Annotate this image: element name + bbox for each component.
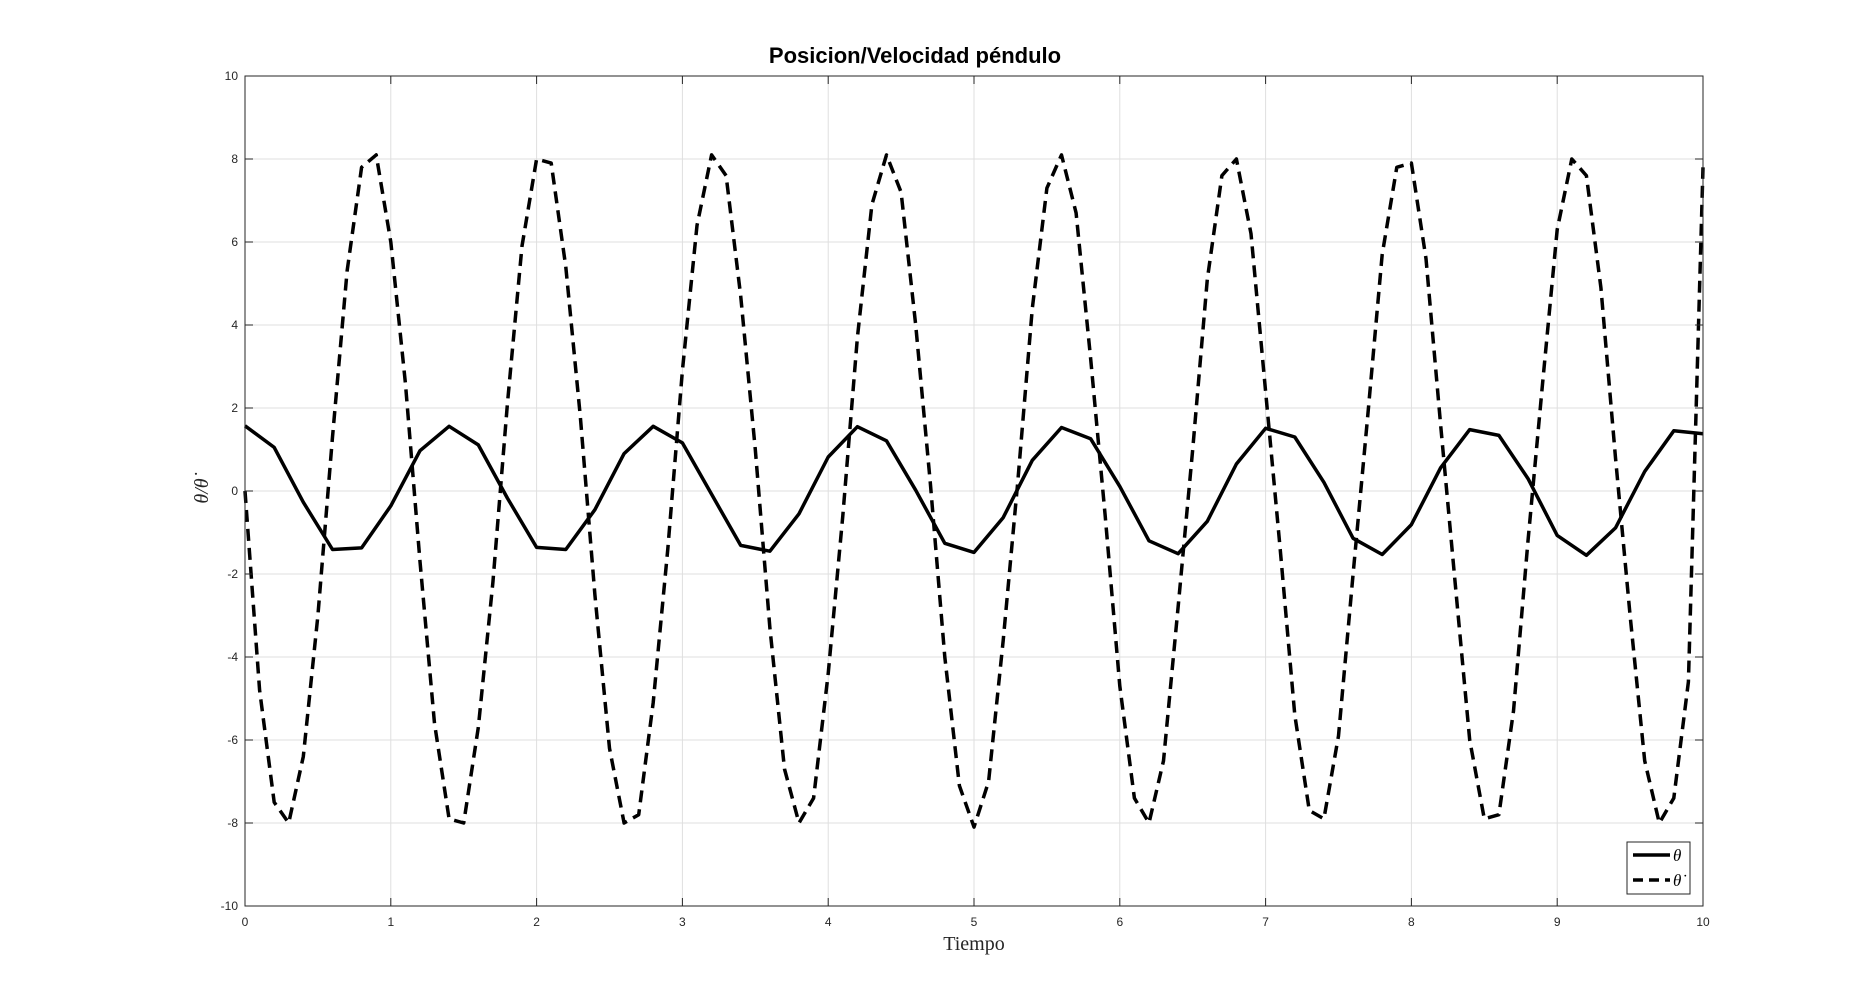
legend-label-theta: θ bbox=[1673, 846, 1681, 865]
y-tick-label: -8 bbox=[227, 816, 238, 830]
x-tick-label: 3 bbox=[679, 915, 686, 929]
x-tick-label: 8 bbox=[1408, 915, 1415, 929]
y-tick-label: -10 bbox=[221, 899, 239, 913]
x-tick-label: 2 bbox=[533, 915, 540, 929]
y-tick-label: -4 bbox=[227, 650, 238, 664]
chart-title: Posicion/Velocidad péndulo bbox=[769, 43, 1061, 68]
x-tick-label: 6 bbox=[1116, 915, 1123, 929]
series-layer bbox=[243, 153, 1705, 829]
y-tick-label: 6 bbox=[231, 235, 238, 249]
x-tick-label: 7 bbox=[1262, 915, 1269, 929]
y-tick-label: -2 bbox=[227, 567, 238, 581]
x-tick-label: 5 bbox=[971, 915, 978, 929]
x-tick-label: 4 bbox=[825, 915, 832, 929]
x-tick-label: 10 bbox=[1696, 915, 1710, 929]
y-tick-label: 0 bbox=[231, 484, 238, 498]
legend-box bbox=[1626, 841, 1691, 895]
y-tick-label: -6 bbox=[227, 733, 238, 747]
y-tick-label: 2 bbox=[231, 401, 238, 415]
y-tick-label: 8 bbox=[231, 152, 238, 166]
series-line-theta bbox=[243, 424, 1704, 558]
tick-labels: 0 1 2 3 4 5 6 7 8 9 10 -10 -8 -6 -4 -2 0 2 4 6 8 10 bbox=[221, 69, 1710, 929]
x-tick-label: 1 bbox=[387, 915, 394, 929]
y-tick-label: 10 bbox=[225, 69, 239, 83]
y-tick-label: 4 bbox=[231, 318, 238, 332]
x-tick-label: 9 bbox=[1554, 915, 1561, 929]
y-axis-label: θ/θ̇ bbox=[191, 472, 213, 503]
legend: θ θ̇ bbox=[1626, 841, 1691, 895]
x-tick-label: 0 bbox=[242, 915, 249, 929]
series-line-theta-dot bbox=[243, 153, 1705, 829]
x-axis-label: Tiempo bbox=[943, 933, 1005, 955]
